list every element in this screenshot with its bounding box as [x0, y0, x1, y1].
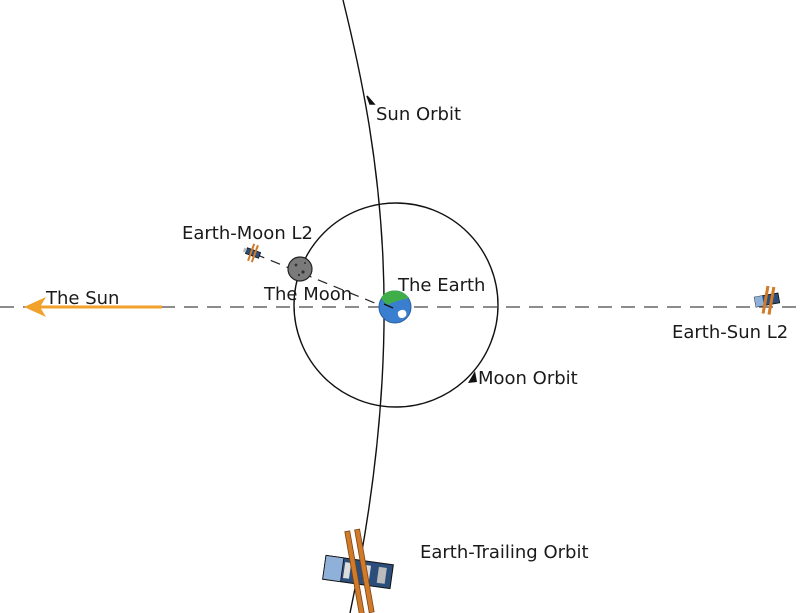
sun-orbit-arrow: [366, 95, 376, 105]
sun-label: The Sun: [45, 288, 119, 309]
moon-orbit-path: [293, 202, 499, 408]
moon-label: The Moon: [263, 284, 352, 305]
sun-direction-arrow: [24, 297, 162, 317]
spacecraft-icon: [753, 285, 781, 315]
earth-trailing-orbit-label: Earth-Trailing Orbit: [420, 542, 589, 563]
sun-orbit-label: Sun Orbit: [376, 104, 461, 125]
sun-orbit-path: [342, 0, 385, 613]
spacecraft-icon: [242, 243, 262, 263]
moon-orbit-label: Moon Orbit: [478, 368, 578, 389]
earth-moon-line: [254, 253, 383, 307]
earth-moon-l2-label: Earth-Moon L2: [182, 223, 313, 244]
earth-icon: [378, 290, 412, 324]
spacecraft-icon: [322, 528, 394, 613]
moon-orbit-arrow: [468, 371, 477, 383]
moon-icon: [287, 256, 313, 282]
earth-sun-l2-label: Earth-Sun L2: [672, 322, 788, 343]
earth-label: The Earth: [397, 275, 485, 296]
